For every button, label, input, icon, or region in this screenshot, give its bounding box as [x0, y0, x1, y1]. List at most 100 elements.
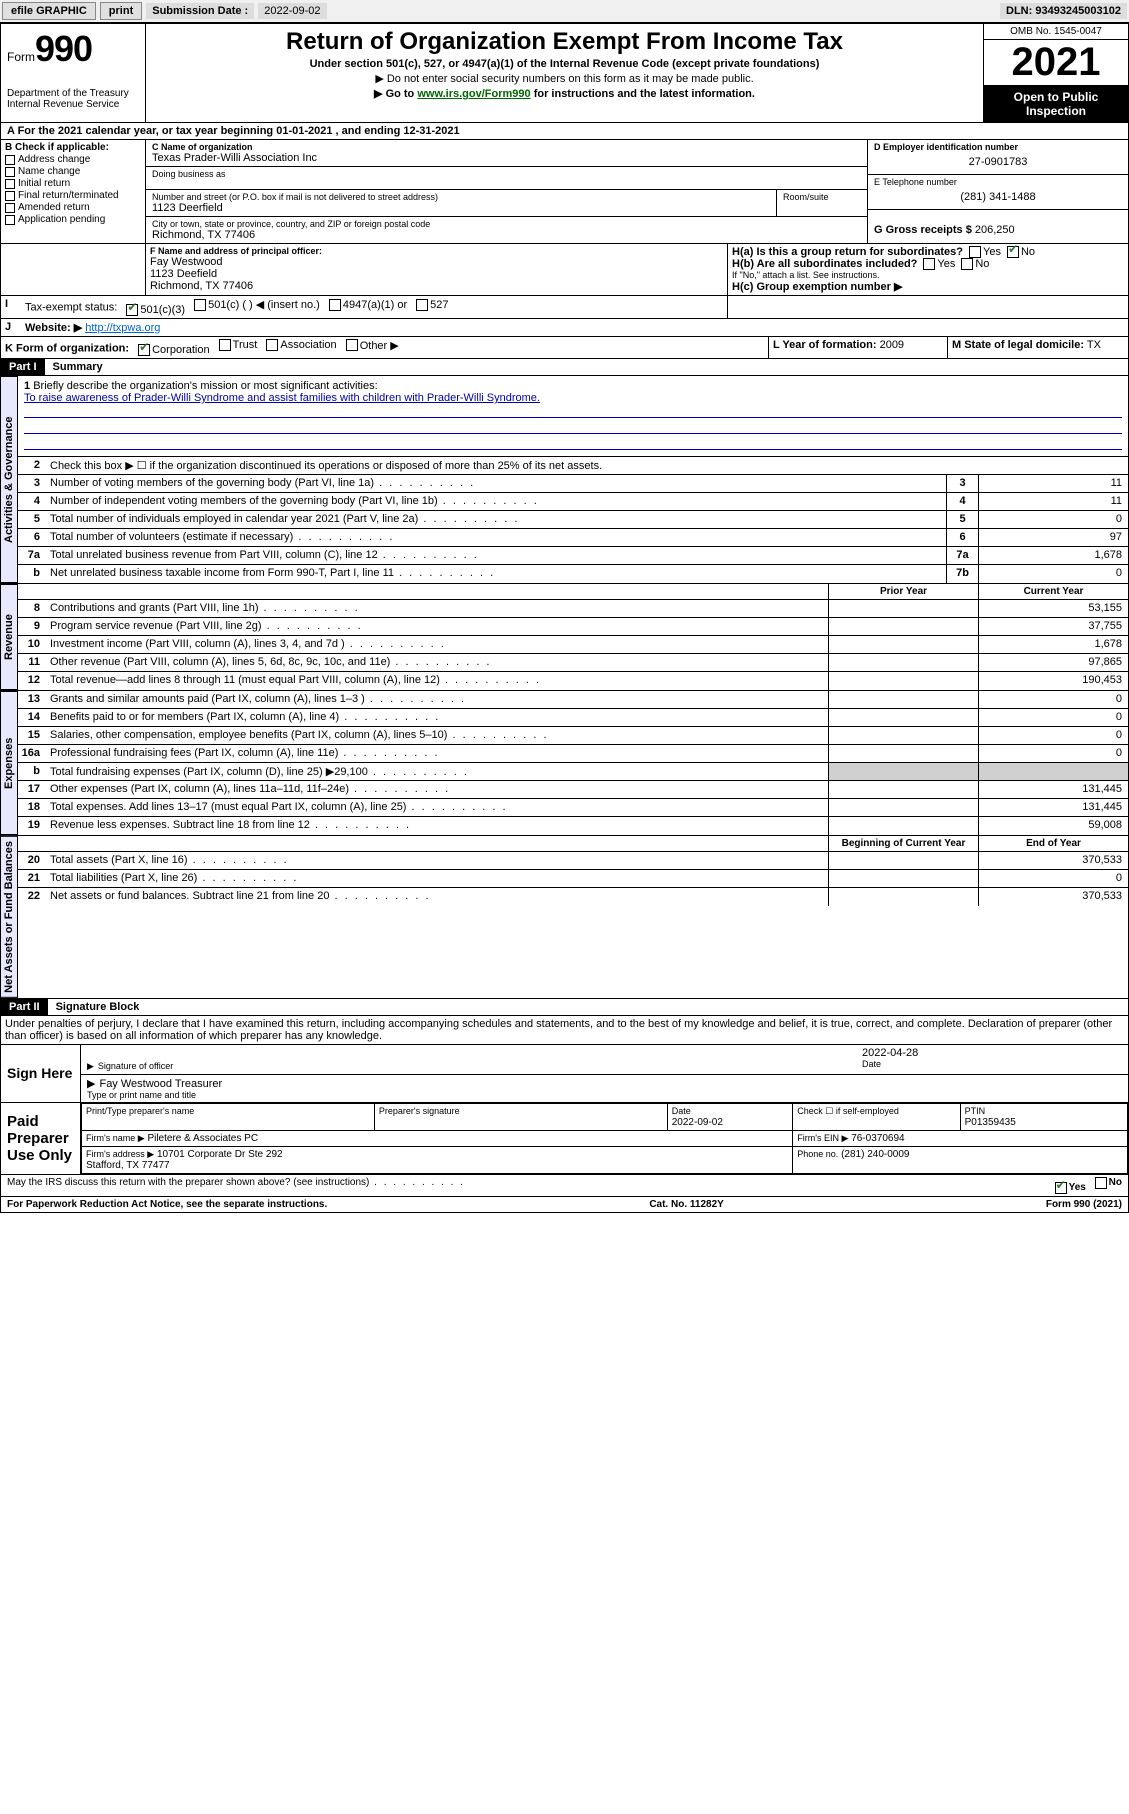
sig-date: 2022-04-28: [862, 1047, 1122, 1059]
form-footer: For Paperwork Reduction Act Notice, see …: [0, 1197, 1129, 1213]
col-begin: Beginning of Current Year: [828, 836, 978, 851]
section-i: I Tax-exempt status: 501(c)(3) 501(c) ( …: [0, 296, 1129, 319]
data-line: 13Grants and similar amounts paid (Part …: [18, 691, 1128, 709]
revenue-section: Revenue Prior YearCurrent Year 8Contribu…: [0, 584, 1129, 691]
firm-phone: (281) 240-0009: [841, 1149, 909, 1160]
room-label: Room/suite: [783, 192, 861, 202]
officer-addr1: 1123 Deefield: [150, 268, 723, 280]
tax-year: 2021: [984, 40, 1128, 86]
declaration: Under penalties of perjury, I declare th…: [0, 1016, 1129, 1045]
hc-label: H(c) Group exemption number ▶: [732, 280, 1124, 293]
form-org-label: K Form of organization:: [5, 342, 129, 354]
open-to-public: Open to Public Inspection: [984, 86, 1128, 122]
gov-line: 4Number of independent voting members of…: [18, 493, 1128, 511]
tax-exempt-label: Tax-exempt status:: [25, 302, 117, 314]
dba-label: Doing business as: [152, 169, 861, 179]
efile-topbar: efile GRAPHIC print Submission Date : 20…: [0, 0, 1129, 23]
hb-note: If "No," attach a list. See instructions…: [732, 270, 1124, 280]
part1-header: Part I Summary: [0, 359, 1129, 376]
data-line: 14Benefits paid to or for members (Part …: [18, 709, 1128, 727]
gross-value: 206,250: [975, 224, 1015, 236]
street-label: Number and street (or P.O. box if mail i…: [152, 192, 770, 202]
ha-label: H(a) Is this a group return for subordin…: [732, 246, 963, 258]
section-klm: K Form of organization: Corporation Trus…: [0, 337, 1129, 360]
paid-preparer-label: Paid Preparer Use Only: [1, 1103, 81, 1174]
omb-number: OMB No. 1545-0047: [984, 24, 1128, 40]
chk-501c3: [126, 304, 138, 316]
gross-label: G Gross receipts $: [874, 224, 972, 236]
data-line: 15Salaries, other compensation, employee…: [18, 727, 1128, 745]
ein-value: 27-0901783: [874, 152, 1122, 172]
firm-name: Piletere & Associates PC: [147, 1133, 258, 1144]
ein-label: D Employer identification number: [874, 142, 1122, 152]
ssn-note: ▶ Do not enter social security numbers o…: [152, 72, 977, 85]
part2-header: Part II Signature Block: [0, 999, 1129, 1016]
irs-link[interactable]: www.irs.gov/Form990: [417, 88, 530, 100]
data-line: bTotal fundraising expenses (Part IX, co…: [18, 763, 1128, 781]
section-bcd: B Check if applicable: Address change Na…: [0, 140, 1129, 244]
paid-preparer-block: Paid Preparer Use Only Print/Type prepar…: [0, 1103, 1129, 1175]
website-label: Website: ▶: [25, 322, 82, 334]
discuss-text: May the IRS discuss this return with the…: [7, 1177, 465, 1194]
tel-label: E Telephone number: [874, 177, 1122, 187]
gov-line: 5Total number of individuals employed in…: [18, 511, 1128, 529]
data-line: 10Investment income (Part VIII, column (…: [18, 636, 1128, 654]
col-prior: Prior Year: [828, 584, 978, 599]
city-value: Richmond, TX 77406: [152, 229, 861, 241]
chk-amended-return[interactable]: Amended return: [5, 202, 141, 213]
website-link[interactable]: http://txpwa.org: [85, 322, 160, 334]
tab-revenue: Revenue: [1, 584, 18, 690]
activities-governance: Activities & Governance 1 Briefly descri…: [0, 376, 1129, 584]
sig-officer-label: Signature of officer: [87, 1061, 862, 1072]
q1-label: Briefly describe the organization's miss…: [33, 380, 377, 392]
data-line: 18Total expenses. Add lines 13–17 (must …: [18, 799, 1128, 817]
state-domicile: TX: [1087, 339, 1101, 351]
tel-value: (281) 341-1488: [874, 187, 1122, 207]
q2-text: Check this box ▶ ☐ if the organization d…: [46, 457, 1128, 474]
data-line: 9Program service revenue (Part VIII, lin…: [18, 618, 1128, 636]
officer-label: F Name and address of principal officer:: [150, 246, 723, 256]
chk-address-change[interactable]: Address change: [5, 154, 141, 165]
chk-application-pending[interactable]: Application pending: [5, 214, 141, 225]
org-name: Texas Prader-Willi Association Inc: [152, 152, 861, 164]
data-line: 8Contributions and grants (Part VIII, li…: [18, 600, 1128, 618]
firm-addr2: Stafford, TX 77477: [86, 1160, 170, 1171]
year-formation: 2009: [880, 339, 904, 351]
data-line: 22Net assets or fund balances. Subtract …: [18, 888, 1128, 906]
officer-name: Fay Westwood: [150, 256, 723, 268]
chk-final-return[interactable]: Final return/terminated: [5, 190, 141, 201]
hb-label: H(b) Are all subordinates included?: [732, 258, 917, 270]
sign-here-label: Sign Here: [1, 1045, 81, 1102]
gov-line: bNet unrelated business taxable income f…: [18, 565, 1128, 583]
tab-expenses: Expenses: [1, 691, 18, 835]
self-employed: Check ☐ if self-employed: [797, 1106, 899, 1116]
sig-name: Fay Westwood Treasurer: [87, 1077, 1122, 1090]
data-line: 11Other revenue (Part VIII, column (A), …: [18, 654, 1128, 672]
tab-netassets: Net Assets or Fund Balances: [1, 836, 18, 998]
sig-name-label: Type or print name and title: [87, 1090, 1122, 1100]
ptin: P01359435: [965, 1117, 1016, 1128]
prep-date: 2022-09-02: [672, 1117, 723, 1128]
data-line: 20Total assets (Part X, line 16)370,533: [18, 852, 1128, 870]
expenses-section: Expenses 13Grants and similar amounts pa…: [0, 691, 1129, 836]
sig-date-label: Date: [862, 1059, 1122, 1069]
gov-line: 6Total number of volunteers (estimate if…: [18, 529, 1128, 547]
discuss-yes: [1055, 1182, 1067, 1194]
gov-line: 7aTotal unrelated business revenue from …: [18, 547, 1128, 565]
discuss-row: May the IRS discuss this return with the…: [0, 1175, 1129, 1197]
instructions-note: ▶ Go to www.irs.gov/Form990 for instruct…: [152, 87, 977, 100]
section-j: J Website: ▶ http://txpwa.org: [0, 319, 1129, 337]
tab-governance: Activities & Governance: [1, 376, 18, 583]
form-header: Form990 Department of the Treasury Inter…: [0, 23, 1129, 123]
tax-period: A For the 2021 calendar year, or tax yea…: [0, 123, 1129, 140]
check-if-applicable-label: B Check if applicable:: [5, 142, 141, 153]
print-button[interactable]: print: [100, 2, 142, 20]
chk-name-change[interactable]: Name change: [5, 166, 141, 177]
submission-date-label: Submission Date :: [146, 3, 254, 19]
chk-initial-return[interactable]: Initial return: [5, 178, 141, 189]
street-value: 1123 Deerfield: [152, 202, 770, 214]
dept-treasury: Department of the Treasury: [7, 88, 139, 99]
mission-text: To raise awareness of Prader-Willi Syndr…: [24, 392, 1122, 404]
dln: DLN: 93493245003102: [1000, 3, 1127, 19]
form-number: Form990: [7, 28, 139, 70]
